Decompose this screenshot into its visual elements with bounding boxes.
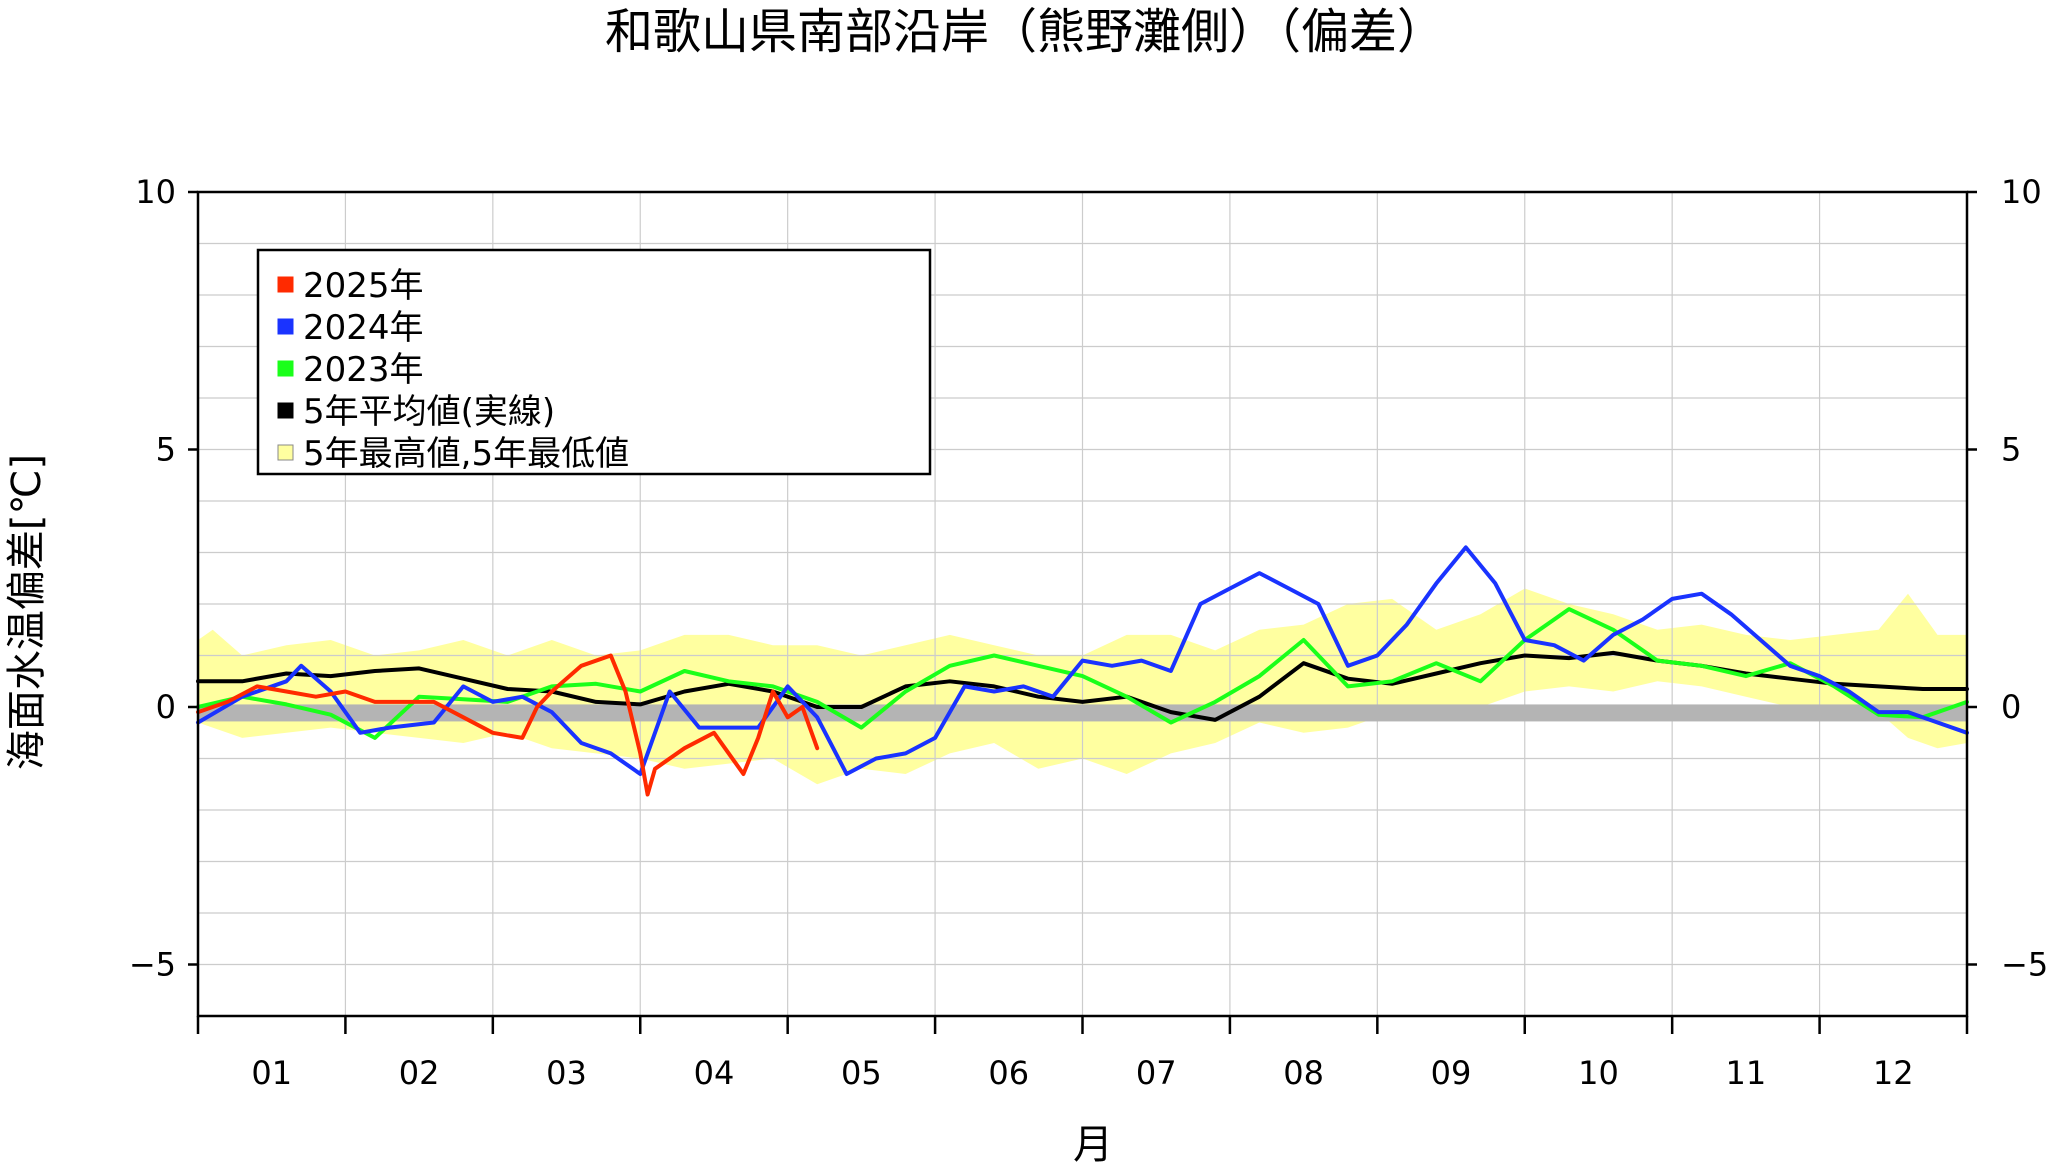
chart-title: 和歌山県南部沿岸（熊野灘側）（偏差）	[605, 4, 1445, 60]
legend-label: 2025年	[303, 266, 424, 306]
legend-box	[256, 248, 932, 476]
x-tick-label: 05	[841, 1054, 882, 1092]
legend-swatch	[277, 318, 294, 335]
legend-label: 5年最高値,5年最低値	[303, 434, 629, 474]
y-tick-label: 10	[135, 173, 176, 211]
x-tick-label: 03	[546, 1054, 587, 1092]
x-tick-label: 12	[1873, 1054, 1914, 1092]
legend-label: 2024年	[303, 308, 424, 348]
legend-swatch	[277, 360, 294, 377]
y-tick-label: −5	[129, 946, 176, 984]
series-layer	[196, 545, 1969, 797]
y-axis-left: 10 5 0 −5	[129, 173, 198, 984]
legend-label: 2023年	[303, 350, 424, 390]
x-tick-label: 08	[1283, 1054, 1324, 1092]
x-tick-label: 11	[1726, 1054, 1767, 1092]
x-tick-label: 06	[988, 1054, 1029, 1092]
x-tick-label: 10	[1578, 1054, 1619, 1092]
x-axis-label: 月	[1073, 1122, 1113, 1166]
x-tick-label: 01	[251, 1054, 292, 1092]
y-axis-label: 海面水温偏差[℃]	[4, 454, 50, 770]
y-tick-label: 5	[2001, 431, 2021, 469]
series-line	[196, 653, 820, 797]
series-line	[196, 545, 1969, 776]
x-tick-label: 09	[1431, 1054, 1472, 1092]
y-tick-label: 0	[2001, 688, 2021, 726]
zero-band-layer	[198, 704, 1967, 722]
x-axis: 01 02 03 04 05 06 07 08 09 10 11 12	[196, 1016, 1969, 1092]
y-tick-label: 0	[156, 688, 176, 726]
x-tick-label: 04	[694, 1054, 735, 1092]
x-tick-label: 02	[399, 1054, 440, 1092]
zero-reference-band	[198, 704, 1967, 722]
y-tick-label: 10	[2001, 173, 2042, 211]
legend-label: 5年平均値(実線)	[303, 392, 555, 432]
legend-swatch	[277, 444, 294, 461]
y-tick-label: 5	[156, 431, 176, 469]
x-tick-label: 07	[1136, 1054, 1177, 1092]
y-tick-label: −5	[2001, 946, 2048, 984]
legend-swatch	[277, 402, 294, 419]
y-axis-right: 10 5 0 −5	[1967, 173, 2048, 984]
legend-swatch	[277, 276, 294, 293]
